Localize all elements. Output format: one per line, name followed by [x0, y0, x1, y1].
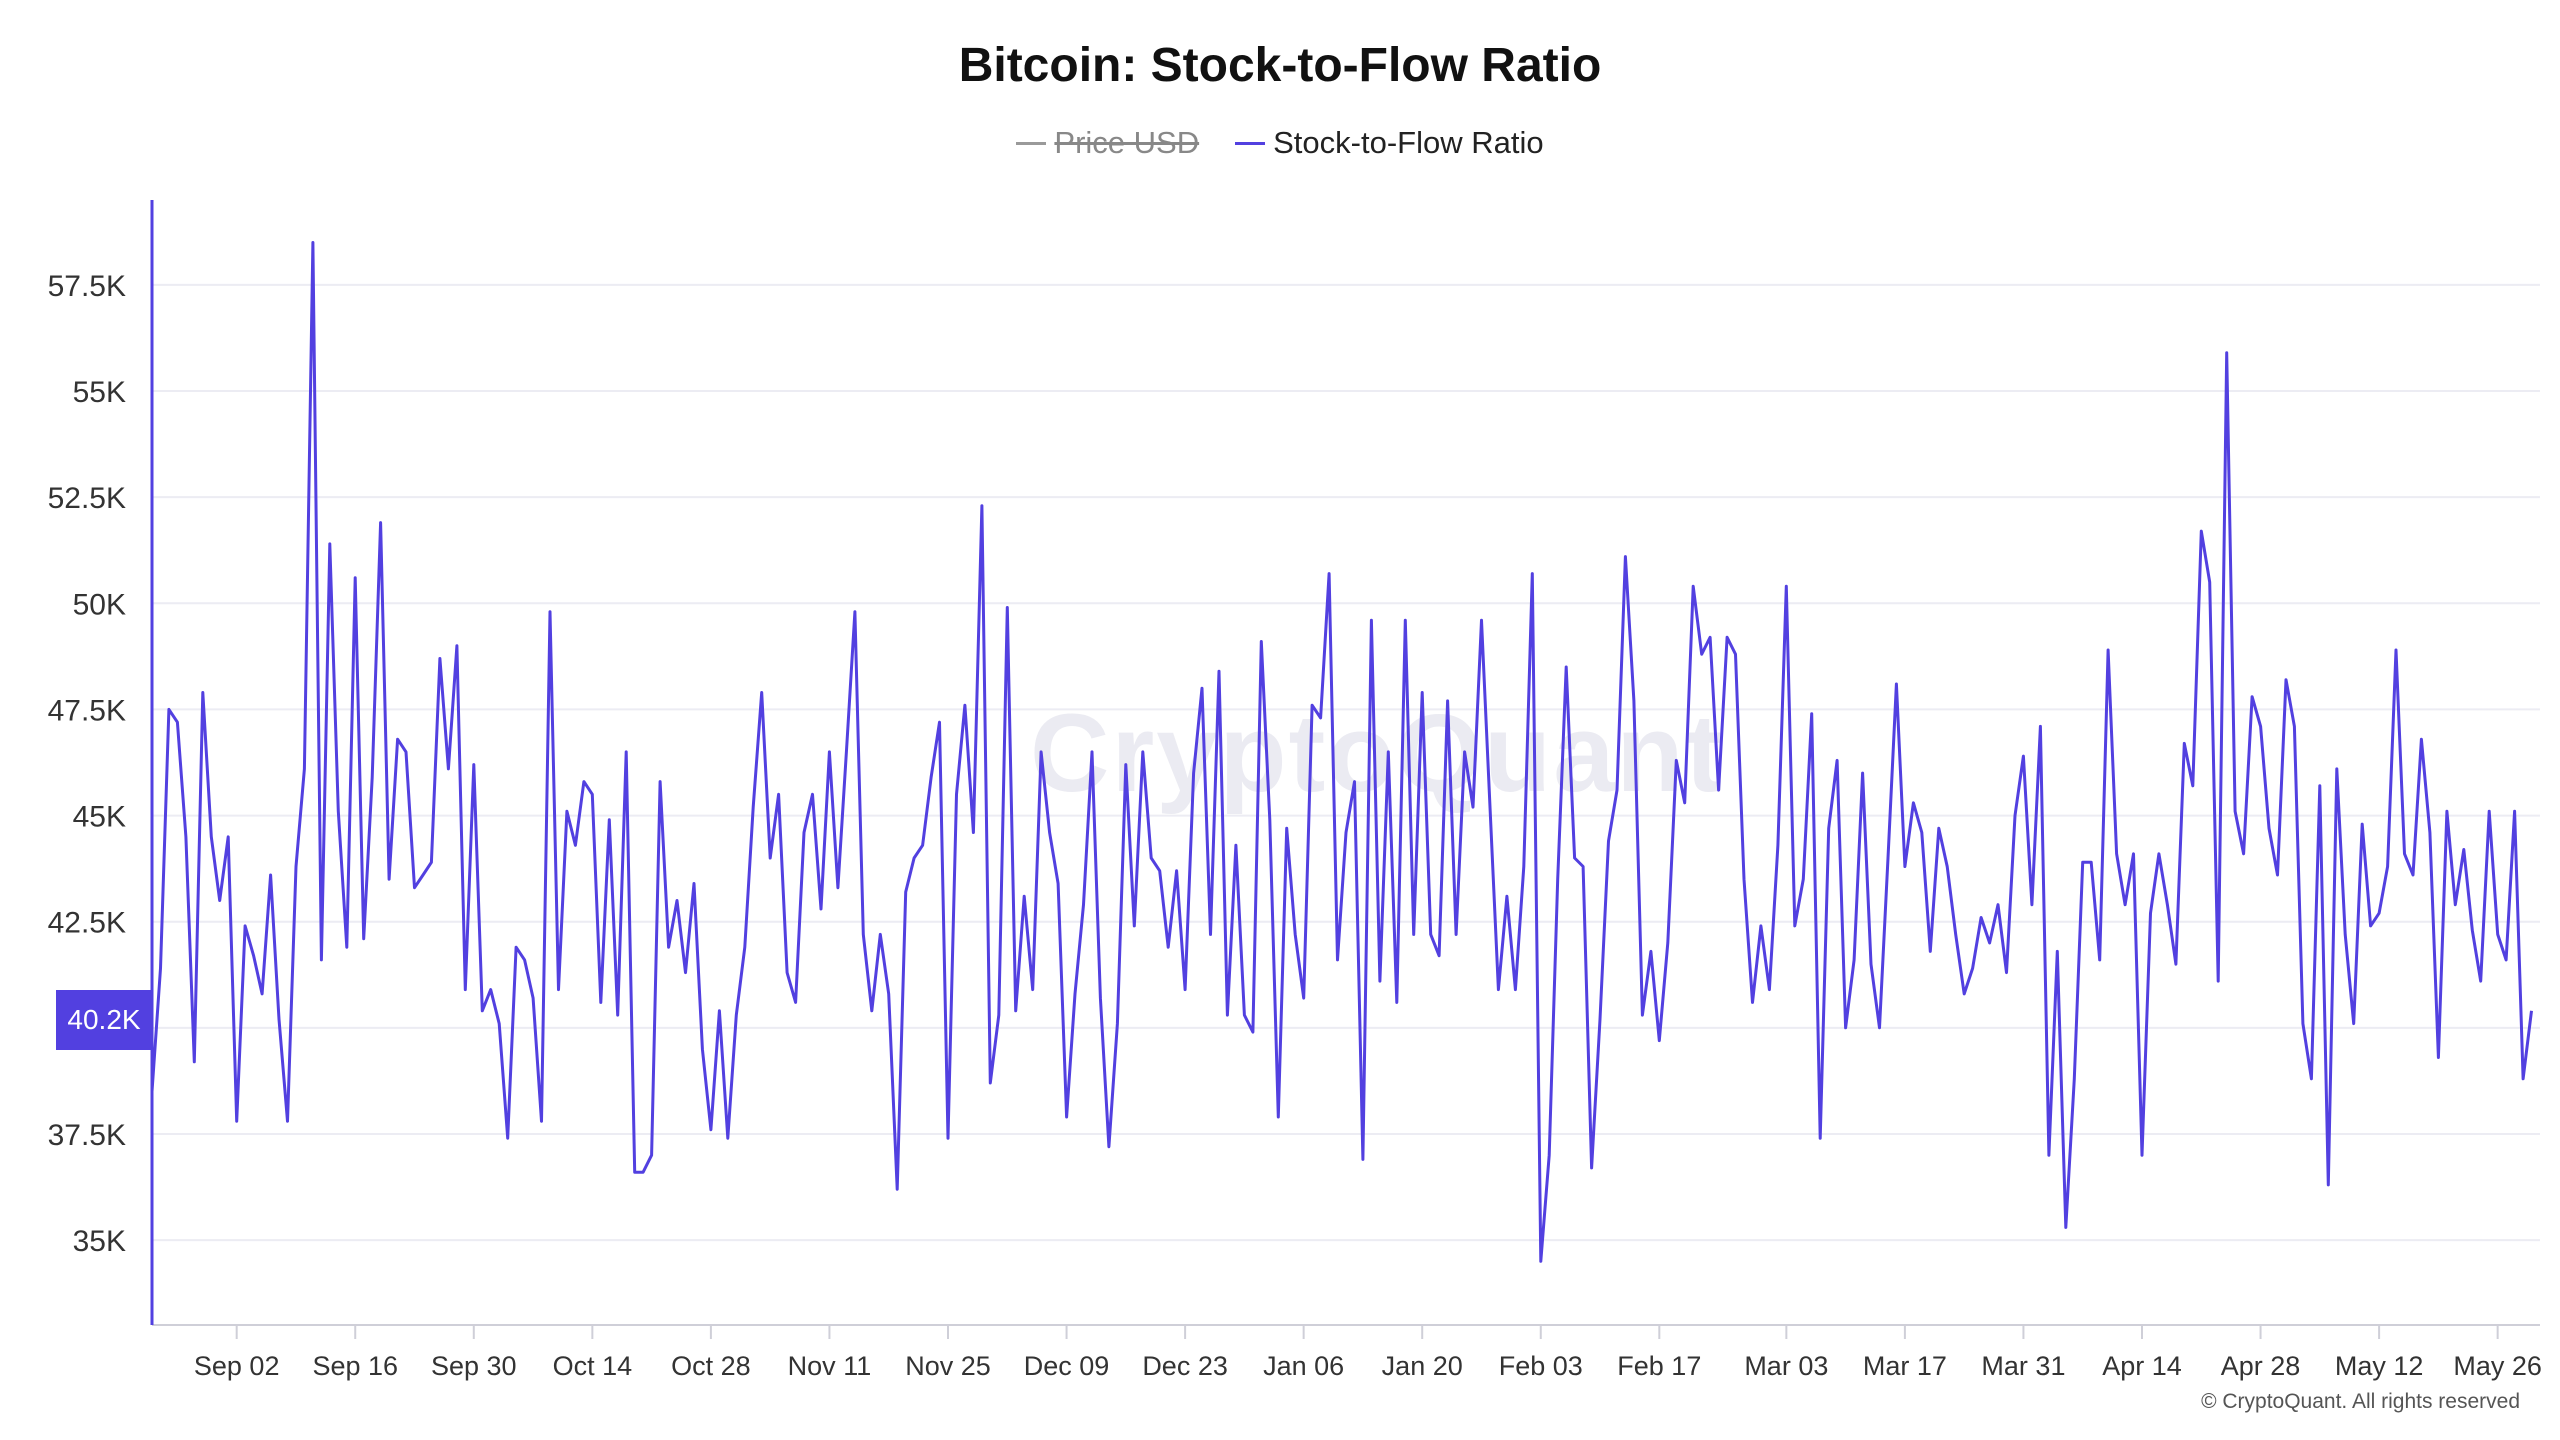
x-tick-label: Mar 17	[1863, 1351, 1947, 1381]
crosshair-value-badge: 40.2K	[56, 990, 152, 1050]
x-tick-label: Jan 06	[1263, 1351, 1344, 1381]
legend-swatch-price-usd	[1016, 141, 1047, 145]
series-line-stock-to-flow	[150, 241, 2533, 1263]
x-tick-label: Dec 23	[1142, 1351, 1228, 1381]
x-tick-label: Apr 14	[2102, 1351, 2182, 1381]
x-tick-label: Mar 31	[1981, 1351, 2065, 1381]
x-tick-label: Feb 17	[1617, 1351, 1701, 1381]
x-tick-label: Mar 03	[1744, 1351, 1828, 1381]
x-tick-label: Nov 11	[788, 1351, 872, 1381]
x-tick-label: Oct 14	[553, 1351, 633, 1381]
legend-label-price-usd: Price USD	[1054, 125, 1200, 160]
legend-item-price-usd[interactable]: Price USD	[1016, 125, 1199, 161]
x-tick-label: Nov 25	[905, 1351, 991, 1381]
y-tick-label: 57.5K	[48, 270, 126, 303]
y-tick-label: 37.5K	[48, 1119, 126, 1152]
y-tick-label: 52.5K	[48, 482, 126, 515]
x-tick-label: Oct 28	[671, 1351, 751, 1381]
y-tick-label: 42.5K	[48, 907, 126, 940]
y-tick-label: 50K	[73, 588, 126, 621]
y-tick-label: 47.5K	[48, 694, 126, 727]
x-tick-label: Dec 09	[1024, 1351, 1110, 1381]
y-tick-label: 55K	[73, 376, 126, 409]
x-tick-label: Feb 03	[1499, 1351, 1583, 1381]
copyright-notice: © CryptoQuant. All rights reserved	[2201, 1390, 2520, 1413]
x-tick-label: Sep 02	[194, 1351, 280, 1381]
legend: Price USD Stock-to-Flow Ratio	[0, 125, 2560, 161]
x-tick-label: Jan 20	[1382, 1351, 1463, 1381]
legend-label-stock-to-flow: Stock-to-Flow Ratio	[1273, 125, 1544, 160]
legend-swatch-stock-to-flow	[1235, 141, 1266, 145]
x-tick-label: Sep 30	[431, 1351, 517, 1381]
x-tick-label: Apr 28	[2221, 1351, 2301, 1381]
y-tick-label: 35K	[73, 1225, 126, 1258]
chart-title: Bitcoin: Stock-to-Flow Ratio	[958, 39, 1602, 92]
legend-item-stock-to-flow[interactable]: Stock-to-Flow Ratio	[1235, 125, 1544, 161]
y-tick-label: 45K	[73, 801, 126, 834]
x-tick-label: Sep 16	[312, 1351, 398, 1381]
x-tick-label: May 26	[2453, 1351, 2542, 1381]
x-tick-label: May 12	[2335, 1351, 2424, 1381]
